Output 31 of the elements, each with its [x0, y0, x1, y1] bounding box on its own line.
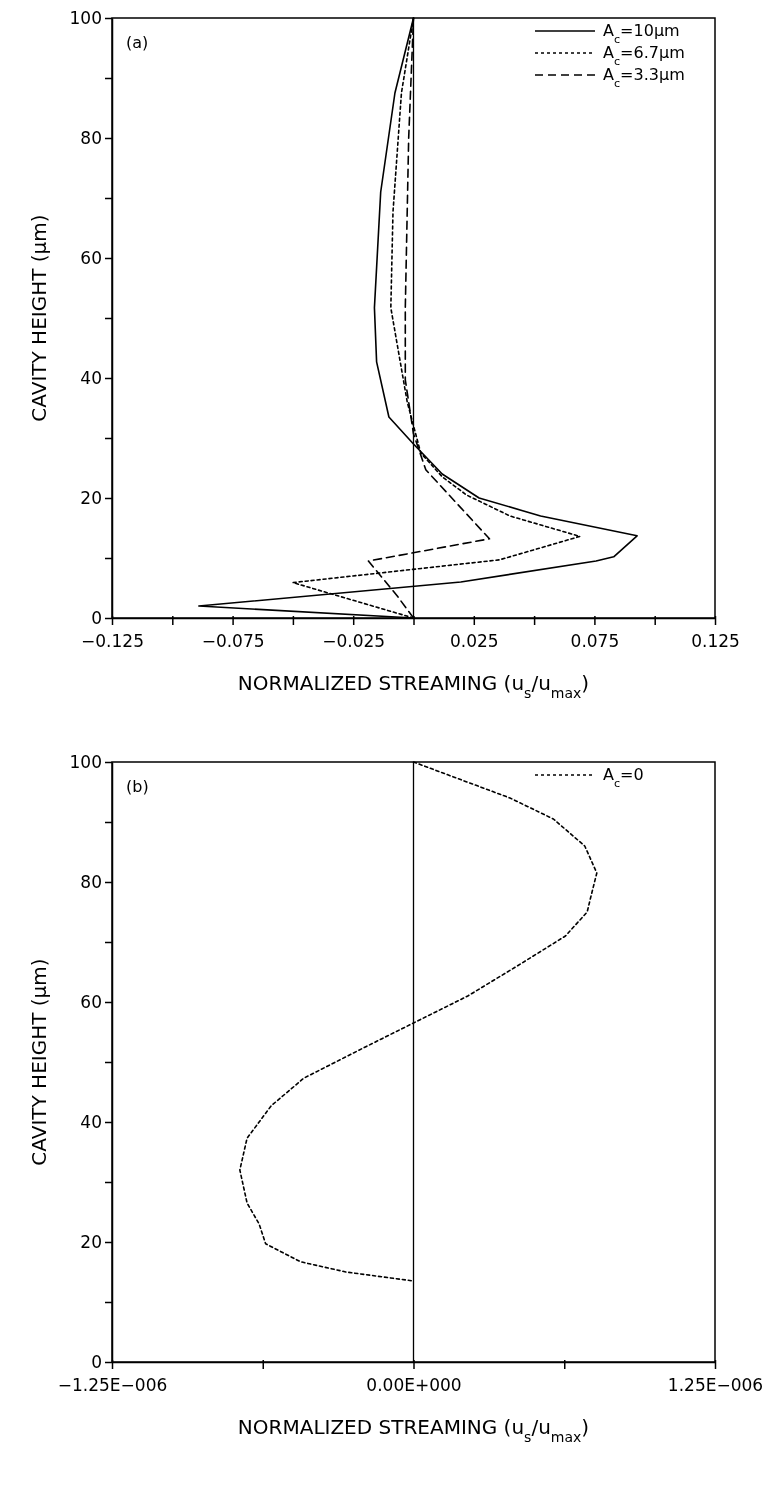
annotation: (a)	[126, 33, 149, 52]
x-tick-label: −1.25E−006	[57, 1374, 168, 1395]
x-tick-label: 0.125	[691, 630, 740, 651]
x-tick-label: 0.075	[570, 630, 620, 651]
x-axis-title: NORMALIZED STREAMING (u$_{s}$/u$_{max}$)	[237, 671, 590, 701]
annotation: (b)	[126, 777, 149, 796]
y-tick-label: 40	[80, 1111, 102, 1132]
y-axis-title: CAVITY HEIGHT (μm)	[27, 958, 51, 1166]
y-tick-label: 0	[91, 1351, 102, 1372]
y-axis-title: CAVITY HEIGHT (μm)	[27, 214, 51, 422]
y-tick-label: 0	[91, 607, 102, 628]
y-tick-label: 20	[80, 1231, 102, 1252]
y-tick-label: 80	[80, 871, 102, 892]
y-tick-label: 60	[80, 247, 102, 268]
x-tick-label: −0.075	[201, 630, 265, 651]
legend-label: A$_{c}$=10μm	[603, 21, 680, 46]
y-tick-label: 100	[69, 751, 102, 772]
x-tick-label: 0.025	[449, 630, 499, 651]
legend-label: A$_{c}$=0	[603, 765, 644, 790]
y-tick-label: 80	[80, 127, 102, 148]
y-tick-label: 60	[80, 991, 102, 1012]
x-axis-title: NORMALIZED STREAMING (u$_{s}$/u$_{max}$)	[237, 1415, 590, 1445]
y-tick-label: 40	[80, 367, 102, 388]
legend-label: A$_{c}$=6.7μm	[603, 43, 685, 68]
y-tick-label: 20	[80, 487, 102, 508]
y-tick-label: 100	[69, 7, 102, 28]
x-tick-label: 1.25E−006	[667, 1374, 764, 1395]
x-tick-label: 0.00E+000	[366, 1374, 462, 1395]
legend-label: A$_{c}$=3.3μm	[603, 65, 685, 90]
x-tick-label: −0.125	[81, 630, 144, 651]
x-tick-label: −0.025	[322, 630, 386, 651]
